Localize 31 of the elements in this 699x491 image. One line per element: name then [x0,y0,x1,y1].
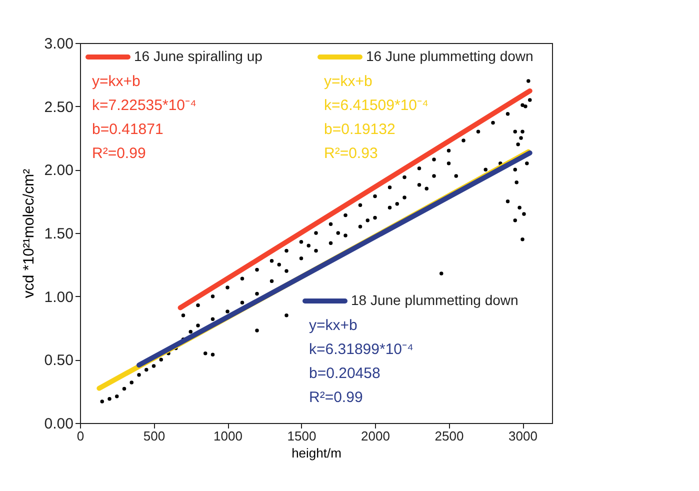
y-tick-label: 0.00 [44,416,74,432]
x-tick-label: 0 [76,428,84,444]
annotation: b=0.41871 [92,121,164,138]
x-tick-label: 1000 [214,428,242,444]
annotation: k=7.22535*10⁻⁴ [92,97,196,114]
annotation: y=kx+b [92,73,140,90]
y-tick-label: 2.00 [44,162,74,180]
x-tick-label: 500 [143,428,166,444]
annotation: b=0.19132 [324,121,396,138]
x-axis-title: height/m [292,446,342,460]
y-tick-label: 1.50 [44,226,74,242]
annotation: R²=0.99 [92,145,146,162]
x-tick-label: 1500 [287,428,316,444]
x-tick-label: 2500 [434,428,464,444]
annotation: b=0.20458 [309,365,380,382]
y-tick-label: 1.00 [44,288,74,306]
annotation: R²=0.93 [324,145,378,162]
annotation: R²=0.99 [309,389,363,406]
legend-label: 16 June plummetting down [366,48,534,64]
x-tick-label: 2000 [361,428,390,444]
y-axis-title: vcd *10²¹molec/cm² [20,168,38,298]
y-tick-label: 3.00 [44,36,74,52]
y-tick-label: 0.50 [44,352,74,370]
annotation: k=6.41509*10⁻⁴ [324,97,428,114]
annotation: y=kx+b [324,73,372,90]
legend-label: 18 June plummetting down [351,292,518,308]
legend-label: 16 June spiralling up [134,48,263,64]
y-tick-label: 2.50 [44,98,74,116]
x-tick-label: 3000 [508,428,538,444]
annotation: k=6.31899*10⁻⁴ [309,341,414,358]
annotation: y=kx+b [309,317,358,334]
